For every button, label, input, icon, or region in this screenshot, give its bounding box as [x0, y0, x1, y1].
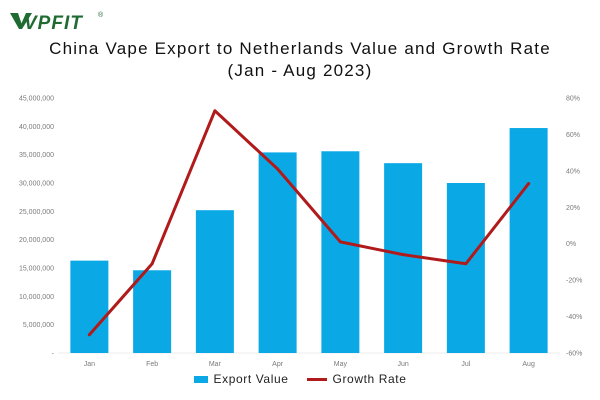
growth-rate-point — [527, 182, 531, 186]
legend-item-export-value: Export Value — [193, 372, 289, 386]
growth-rate-point — [150, 262, 154, 266]
category-label: Feb — [146, 361, 158, 368]
legend-item-growth-rate: Growth Rate — [306, 372, 407, 386]
legend-label-export-value: Export Value — [213, 372, 289, 386]
brand-registered-mark: ® — [98, 11, 104, 19]
legend-label-growth-rate: Growth Rate — [332, 372, 407, 386]
right-axis-ticks: -60% -40% -20% 0% 20% 40% 60% 80% — [566, 96, 582, 358]
right-tick-label: 40% — [566, 168, 580, 175]
bar — [133, 270, 172, 353]
bar — [321, 151, 360, 353]
left-tick-label: 20,000,000 — [19, 237, 54, 244]
line-series — [87, 109, 531, 337]
bar — [70, 260, 109, 353]
left-tick-label: 30,000,000 — [19, 181, 54, 188]
left-tick-label: - — [52, 351, 55, 358]
bar — [195, 210, 234, 353]
left-tick-label: 10,000,000 — [19, 294, 54, 301]
left-axis-ticks: - 5,000,000 10,000,000 15,000,000 20,000,000… — [19, 96, 55, 358]
growth-rate-line — [87, 109, 531, 337]
right-tick-label: -40% — [566, 314, 582, 321]
category-label: May — [334, 361, 348, 368]
left-tick-label: 5,000,000 — [23, 322, 54, 329]
growth-rate-point — [464, 262, 468, 266]
right-tick-label: -60% — [566, 351, 582, 358]
chart-title-line2: (Jan - Aug 2023) — [227, 61, 373, 80]
right-tick-label: 0% — [566, 241, 576, 248]
brand-wordmark: VPFIT — [24, 13, 83, 33]
right-tick-label: 20% — [566, 205, 580, 212]
category-label: Aug — [522, 361, 535, 368]
bar-series — [70, 128, 548, 353]
left-tick-label: 15,000,000 — [19, 266, 54, 273]
chart-title-line1: China Vape Export to Netherlands Value a… — [49, 39, 551, 58]
growth-rate-point — [213, 109, 217, 113]
category-axis-ticks: Jan Feb Mar Apr May Jun Jul Aug — [84, 361, 535, 368]
chart-title: China Vape Export to Netherlands Value a… — [0, 38, 600, 82]
category-label: Jan — [84, 361, 95, 368]
right-tick-label: 80% — [566, 96, 580, 103]
category-label: Apr — [272, 361, 284, 368]
growth-rate-point — [338, 240, 342, 244]
right-tick-label: -20% — [566, 278, 582, 285]
left-tick-label: 35,000,000 — [19, 152, 54, 159]
left-tick-label: 40,000,000 — [19, 124, 54, 131]
legend-swatch-line — [306, 377, 327, 381]
bar — [446, 183, 485, 353]
category-label: Jun — [397, 361, 408, 368]
growth-rate-point — [401, 253, 405, 257]
left-tick-label: 25,000,000 — [19, 209, 54, 216]
legend-swatch-bar — [193, 375, 208, 383]
leaf-icon — [10, 13, 32, 29]
right-tick-label: 60% — [566, 132, 580, 139]
growth-rate-point — [276, 167, 280, 171]
category-label: Jul — [461, 361, 470, 368]
chart-legend: Export Value Growth Rate — [0, 372, 600, 386]
left-tick-label: 45,000,000 — [19, 96, 54, 103]
bar — [384, 163, 423, 353]
brand-logo: VPFIT ® — [10, 11, 104, 33]
bar — [509, 128, 548, 353]
growth-rate-point — [87, 333, 91, 337]
category-label: Mar — [209, 361, 222, 368]
